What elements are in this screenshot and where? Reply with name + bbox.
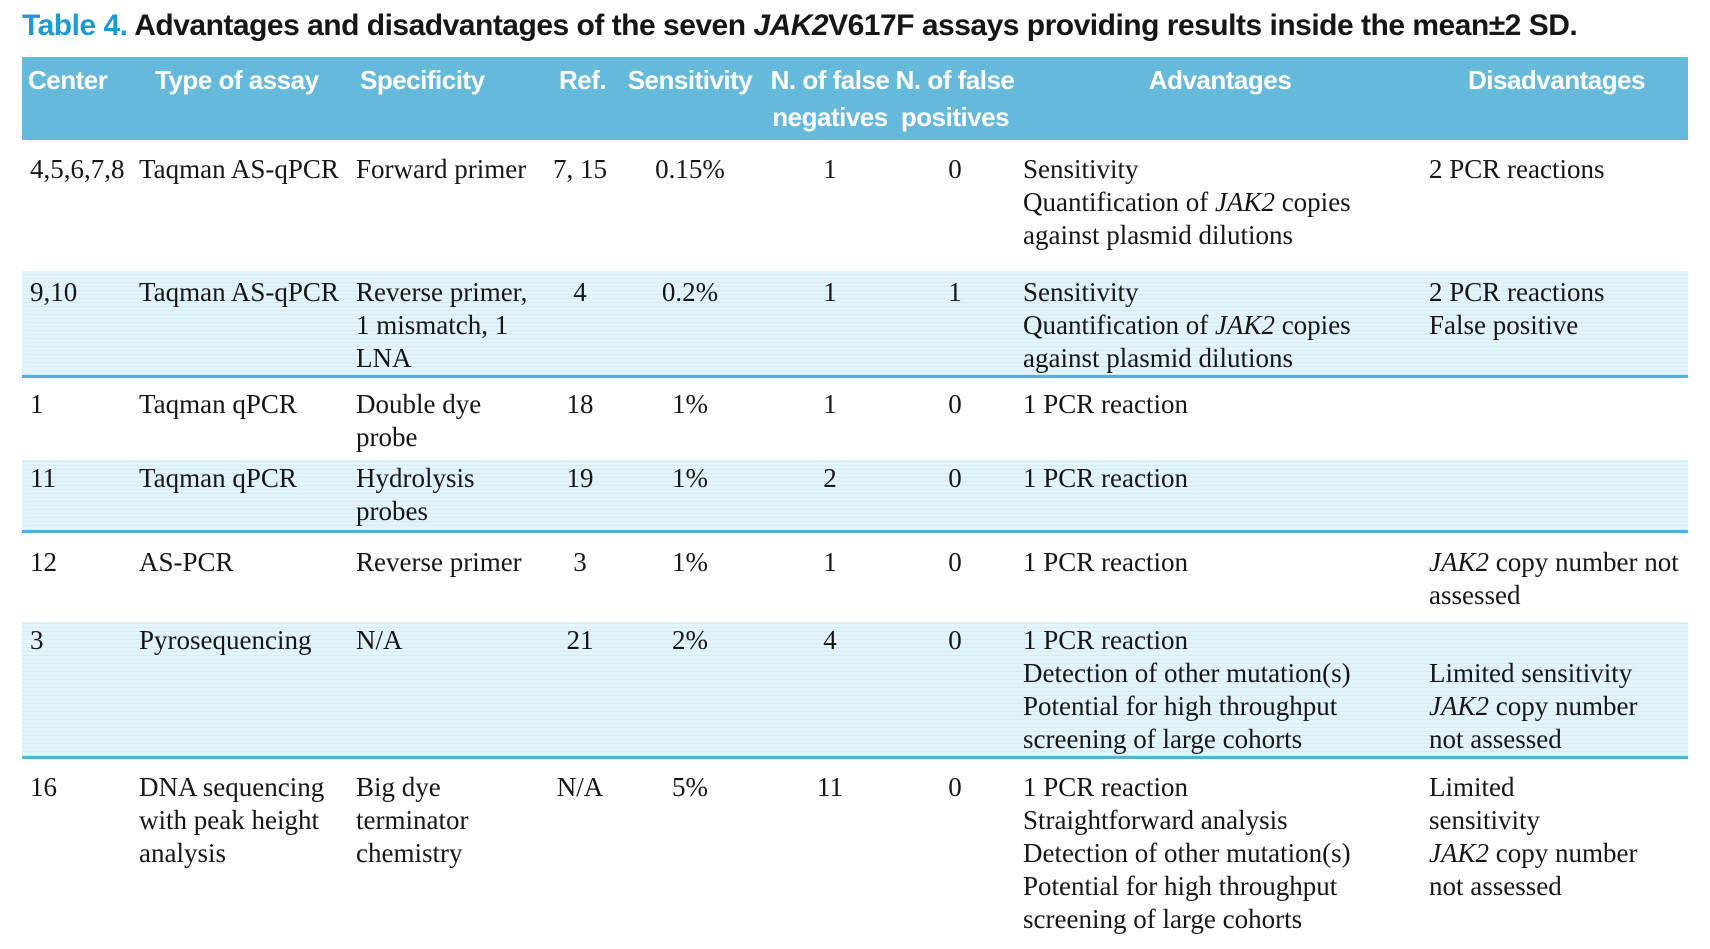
cell-ref: 21 (566, 625, 594, 655)
cell-advantages: 1 PCR reaction (1023, 463, 1188, 493)
cell-center: 11 (30, 463, 56, 493)
cell-disadvantages: Limited sensitivity JAK2 copy number not as… (1429, 772, 1638, 901)
cell-false-positives: 0 (948, 463, 962, 493)
cell-sensitivity: 2% (672, 625, 708, 655)
cell-ref: 4 (573, 277, 587, 307)
cell-specificity: Forward primer (356, 154, 527, 184)
cell-type-of-assay: AS-PCR (139, 547, 234, 577)
cell-specificity: N/A (356, 625, 403, 655)
cell-type-of-assay: Taqman qPCR (139, 463, 297, 493)
col-header-advantages: Advantages (1148, 65, 1292, 95)
table-row: 9,10 Taqman AS-qPCR Reverse primer, 1 mi… (22, 271, 1688, 378)
cell-specificity: Hydrolysis probes (356, 463, 475, 526)
cell-disadvantages: Limited sensitivity JAK2 copy number not a… (1429, 658, 1638, 754)
table-row: 16 DNA sequencing with peak height analy… (22, 759, 1688, 949)
cell-type-of-assay: Taqman qPCR (139, 389, 297, 419)
cell-center: 4,5,6,7,8 (30, 154, 125, 184)
cell-center: 3 (30, 625, 44, 655)
cell-type-of-assay: Pyrosequencing (139, 625, 312, 655)
table-row: 4,5,6,7,8 Taqman AS-qPCR Forward primer … (22, 140, 1688, 271)
cell-ref: N/A (556, 772, 604, 802)
cell-type-of-assay: DNA sequencing with peak height analysis (139, 772, 325, 868)
cell-advantages: 1 PCR reaction (1023, 547, 1188, 577)
col-header-disadvantages: Disadvantages (1467, 65, 1646, 95)
cell-false-negatives: 4 (823, 625, 837, 655)
cell-false-positives: 1 (948, 277, 962, 307)
table-row: 3 Pyrosequencing N/A 21 2% 4 0 1 PCR rea… (22, 622, 1688, 759)
cell-center: 16 (30, 772, 57, 802)
cell-disadvantages: JAK2 copy number not assessed (1429, 547, 1679, 610)
cell-center: 9,10 (30, 277, 78, 307)
cell-specificity: Reverse primer (356, 547, 522, 577)
cell-ref: 18 (566, 389, 594, 419)
col-header-center: Center (28, 65, 108, 95)
cell-false-positives: 0 (948, 547, 962, 577)
cell-sensitivity: 5% (672, 772, 708, 802)
col-header-specificity: Specificity (360, 65, 485, 95)
col-header-false-positives: N. of false positives (895, 65, 1015, 132)
cell-specificity: Reverse primer, 1 mismatch, 1 LNA (356, 277, 528, 373)
cell-ref: 19 (566, 463, 594, 493)
cell-center: 1 (30, 389, 44, 419)
cell-ref: 3 (573, 547, 587, 577)
cell-disadvantages: 2 PCR reactions (1429, 154, 1605, 184)
table-title-text: Advantages and disadvantages of the seve… (127, 9, 1578, 42)
col-header-false-negatives: N. of false negatives (770, 65, 890, 132)
cell-disadvantages (1425, 462, 1688, 528)
cell-ref: 7, 15 (553, 154, 607, 184)
cell-sensitivity: 0.2% (661, 277, 719, 307)
cell-advantages: 1 PCR reaction Detection of other mutatio… (1023, 625, 1351, 754)
cell-false-negatives: 1 (823, 154, 837, 184)
cell-false-positives: 0 (948, 772, 962, 802)
cell-sensitivity: 1% (672, 463, 708, 493)
cell-advantages: 1 PCR reaction (1023, 389, 1188, 419)
cell-disadvantages: 2 PCR reactions False positive (1429, 277, 1605, 340)
cell-specificity: Big dye terminator chemistry (356, 772, 469, 868)
cell-false-negatives: 1 (823, 277, 837, 307)
cell-advantages: 1 PCR reaction Straightforward analysis De… (1023, 772, 1351, 934)
table-header-row: Center Type of assay Specificity Ref. Se… (22, 57, 1688, 140)
cell-type-of-assay: Taqman AS-qPCR (139, 154, 339, 184)
cell-false-positives: 0 (948, 389, 962, 419)
cell-false-negatives: 1 (823, 547, 837, 577)
cell-sensitivity: 1% (672, 389, 708, 419)
table-row: 12 AS-PCR Reverse primer 3 1% 1 0 1 PCR … (22, 533, 1688, 622)
table-title: Table 4. Advantages and disadvantages of… (22, 0, 1688, 57)
cell-sensitivity: 1% (672, 547, 708, 577)
cell-false-negatives: 2 (823, 463, 837, 493)
cell-type-of-assay: Taqman AS-qPCR (139, 277, 339, 307)
col-header-sensitivity: Sensitivity (627, 65, 753, 95)
cell-false-positives: 0 (948, 625, 962, 655)
col-header-ref: Ref. (559, 65, 607, 95)
cell-advantages: Sensitivity Quantification of JAK2 copies… (1023, 277, 1351, 373)
cell-disadvantages (1425, 388, 1688, 454)
table-row: 1 Taqman qPCR Double dye probe 18 1% 1 0… (22, 378, 1688, 460)
cell-false-positives: 0 (948, 154, 962, 184)
cell-advantages: Sensitivity Quantification of JAK2 copies… (1023, 154, 1351, 250)
table-row: 11 Taqman qPCR Hydrolysis probes 19 1% 2… (22, 460, 1688, 533)
cell-sensitivity: 0.15% (655, 154, 725, 184)
cell-center: 12 (30, 547, 57, 577)
table-title-number: Table 4. (22, 9, 128, 42)
cell-false-negatives: 11 (817, 772, 843, 802)
col-header-type-of-assay: Type of assay (155, 65, 319, 95)
cell-false-negatives: 1 (823, 389, 837, 419)
cell-specificity: Double dye probe (356, 389, 482, 452)
